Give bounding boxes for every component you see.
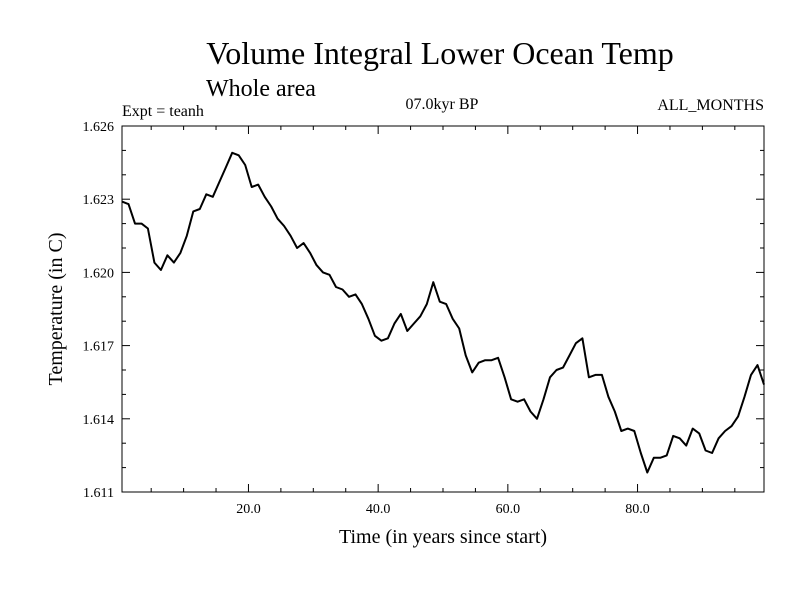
plot-area: 20.0 40.0 60.0 80.0 1.611 1.614 1.617 1.620 1.62… xyxy=(83,120,765,517)
data-series-line xyxy=(121,151,765,474)
x-tick-label: 60.0 xyxy=(496,502,521,517)
y-tick-label: 1.617 xyxy=(83,340,115,355)
y-tick-label: 1.611 xyxy=(83,486,114,501)
expt-label: Expt = teanh xyxy=(122,103,204,120)
x-axis-label: Time (in years since start) xyxy=(339,526,547,548)
y-tick-label: 1.626 xyxy=(83,120,115,135)
y-tick-label: 1.623 xyxy=(83,193,115,208)
months-label: ALL_MONTHS xyxy=(657,97,764,114)
chart-title: Volume Integral Lower Ocean Temp xyxy=(206,35,674,71)
y-tick-label: 1.614 xyxy=(83,413,115,428)
chart-subtitle: Whole area xyxy=(206,76,316,102)
y-axis-label: Temperature (in C) xyxy=(45,233,67,386)
plot-frame xyxy=(121,125,765,493)
x-tick-label: 20.0 xyxy=(236,502,261,517)
period-label: 07.0kyr BP xyxy=(406,96,479,113)
x-tick-label: 40.0 xyxy=(366,502,391,517)
y-tick-label: 1.620 xyxy=(83,266,115,281)
x-tick-label: 80.0 xyxy=(625,502,650,517)
